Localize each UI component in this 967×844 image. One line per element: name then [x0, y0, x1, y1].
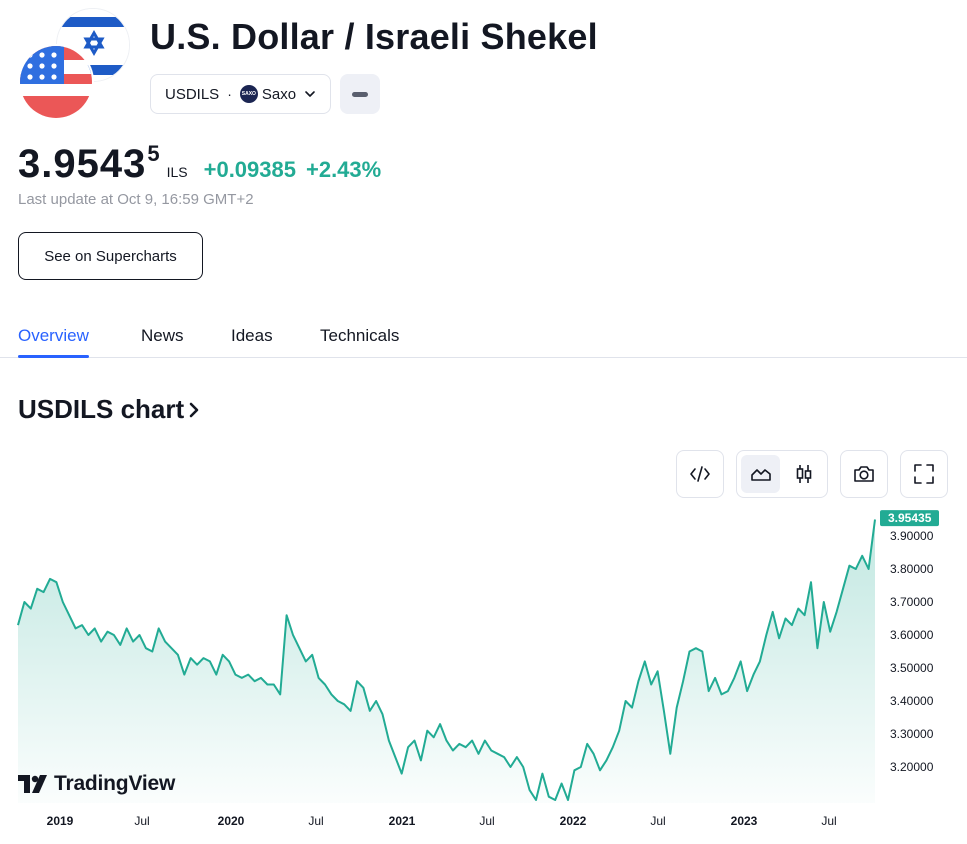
y-tick-label: 3.50000: [890, 661, 934, 675]
chevron-right-icon: [188, 401, 200, 419]
symbol-separator: ·: [227, 86, 232, 102]
y-tick-label: 3.40000: [890, 694, 934, 708]
y-tick-label: 3.30000: [890, 727, 934, 741]
price-row: 3.95435 ILS +0.09385 +2.43%: [18, 141, 382, 187]
tradingview-logo-text: TradingView: [54, 772, 176, 795]
x-tick-label: 2020: [218, 814, 245, 828]
y-tick-label: 3.80000: [890, 562, 934, 576]
currency-flags: [18, 8, 130, 120]
tab-overview[interactable]: Overview: [18, 326, 89, 358]
fullscreen-button[interactable]: [900, 450, 948, 498]
tab-news[interactable]: News: [141, 326, 184, 345]
price-chart[interactable]: 3.90000 3.80000 3.70000 3.60000 3.50000 3.400…: [0, 505, 967, 840]
price-currency: ILS: [166, 164, 188, 180]
tab-bar: Overview News Ideas Technicals: [0, 318, 967, 358]
embed-code-button[interactable]: [676, 450, 724, 498]
area-chart-button[interactable]: [741, 455, 780, 493]
x-tick-label: Jul: [650, 814, 665, 828]
see-on-supercharts-button[interactable]: See on Supercharts: [18, 232, 203, 280]
x-tick-label: Jul: [134, 814, 149, 828]
minus-icon: [352, 91, 368, 97]
page-title: U.S. Dollar / Israeli Shekel: [150, 16, 598, 57]
x-tick-label: 2023: [731, 814, 758, 828]
x-tick-label: Jul: [308, 814, 323, 828]
last-price-label: 3.95435: [888, 511, 932, 525]
candlestick-icon: [796, 465, 811, 483]
x-tick-label: 2022: [560, 814, 587, 828]
saxo-logo-icon: SAXO: [239, 85, 258, 103]
symbol-selector[interactable]: USDILS · SAXO Saxo: [150, 74, 331, 114]
y-tick-label: 3.70000: [890, 595, 934, 609]
area-chart-icon: [750, 469, 771, 481]
snapshot-button[interactable]: [840, 450, 888, 498]
y-tick-label: 3.90000: [890, 529, 934, 543]
exchange-label: Saxo: [261, 85, 297, 103]
tradingview-logo-icon: [18, 775, 47, 793]
y-tick-label: 3.20000: [890, 760, 934, 774]
y-tick-label: 3.60000: [890, 628, 934, 642]
x-tick-label: Jul: [479, 814, 494, 828]
x-tick-label: Jul: [821, 814, 836, 828]
chevron-down-icon: [304, 88, 316, 100]
chart-heading-link[interactable]: USDILS chart: [18, 394, 200, 425]
x-tick-label: 2019: [47, 814, 74, 828]
camera-icon: [854, 466, 874, 482]
symbol-label: USDILS: [165, 85, 220, 103]
code-icon: [690, 466, 710, 482]
market-status-button[interactable]: [340, 74, 380, 114]
price-change-percent: +2.43%: [305, 157, 382, 182]
candle-chart-button[interactable]: [784, 455, 823, 493]
price-line: [17, 519, 876, 801]
last-update-text: Last update at Oct 9, 16:59 GMT+2: [18, 191, 254, 208]
last-price-badge: [880, 510, 939, 527]
us-flag-icon: [18, 44, 94, 120]
tradingview-logo: TradingView: [18, 772, 175, 796]
tab-technicals[interactable]: Technicals: [320, 326, 400, 345]
chart-style-toggle: [736, 450, 828, 498]
chart-heading-text: USDILS chart: [18, 394, 185, 424]
tab-ideas[interactable]: Ideas: [231, 326, 273, 345]
price-area-fill: [18, 519, 875, 803]
price-change: +0.09385: [203, 157, 296, 182]
last-price: 3.95435: [18, 141, 161, 186]
fullscreen-icon: [914, 464, 934, 484]
price-superscript: 5: [147, 141, 161, 166]
x-tick-label: 2021: [389, 814, 416, 828]
